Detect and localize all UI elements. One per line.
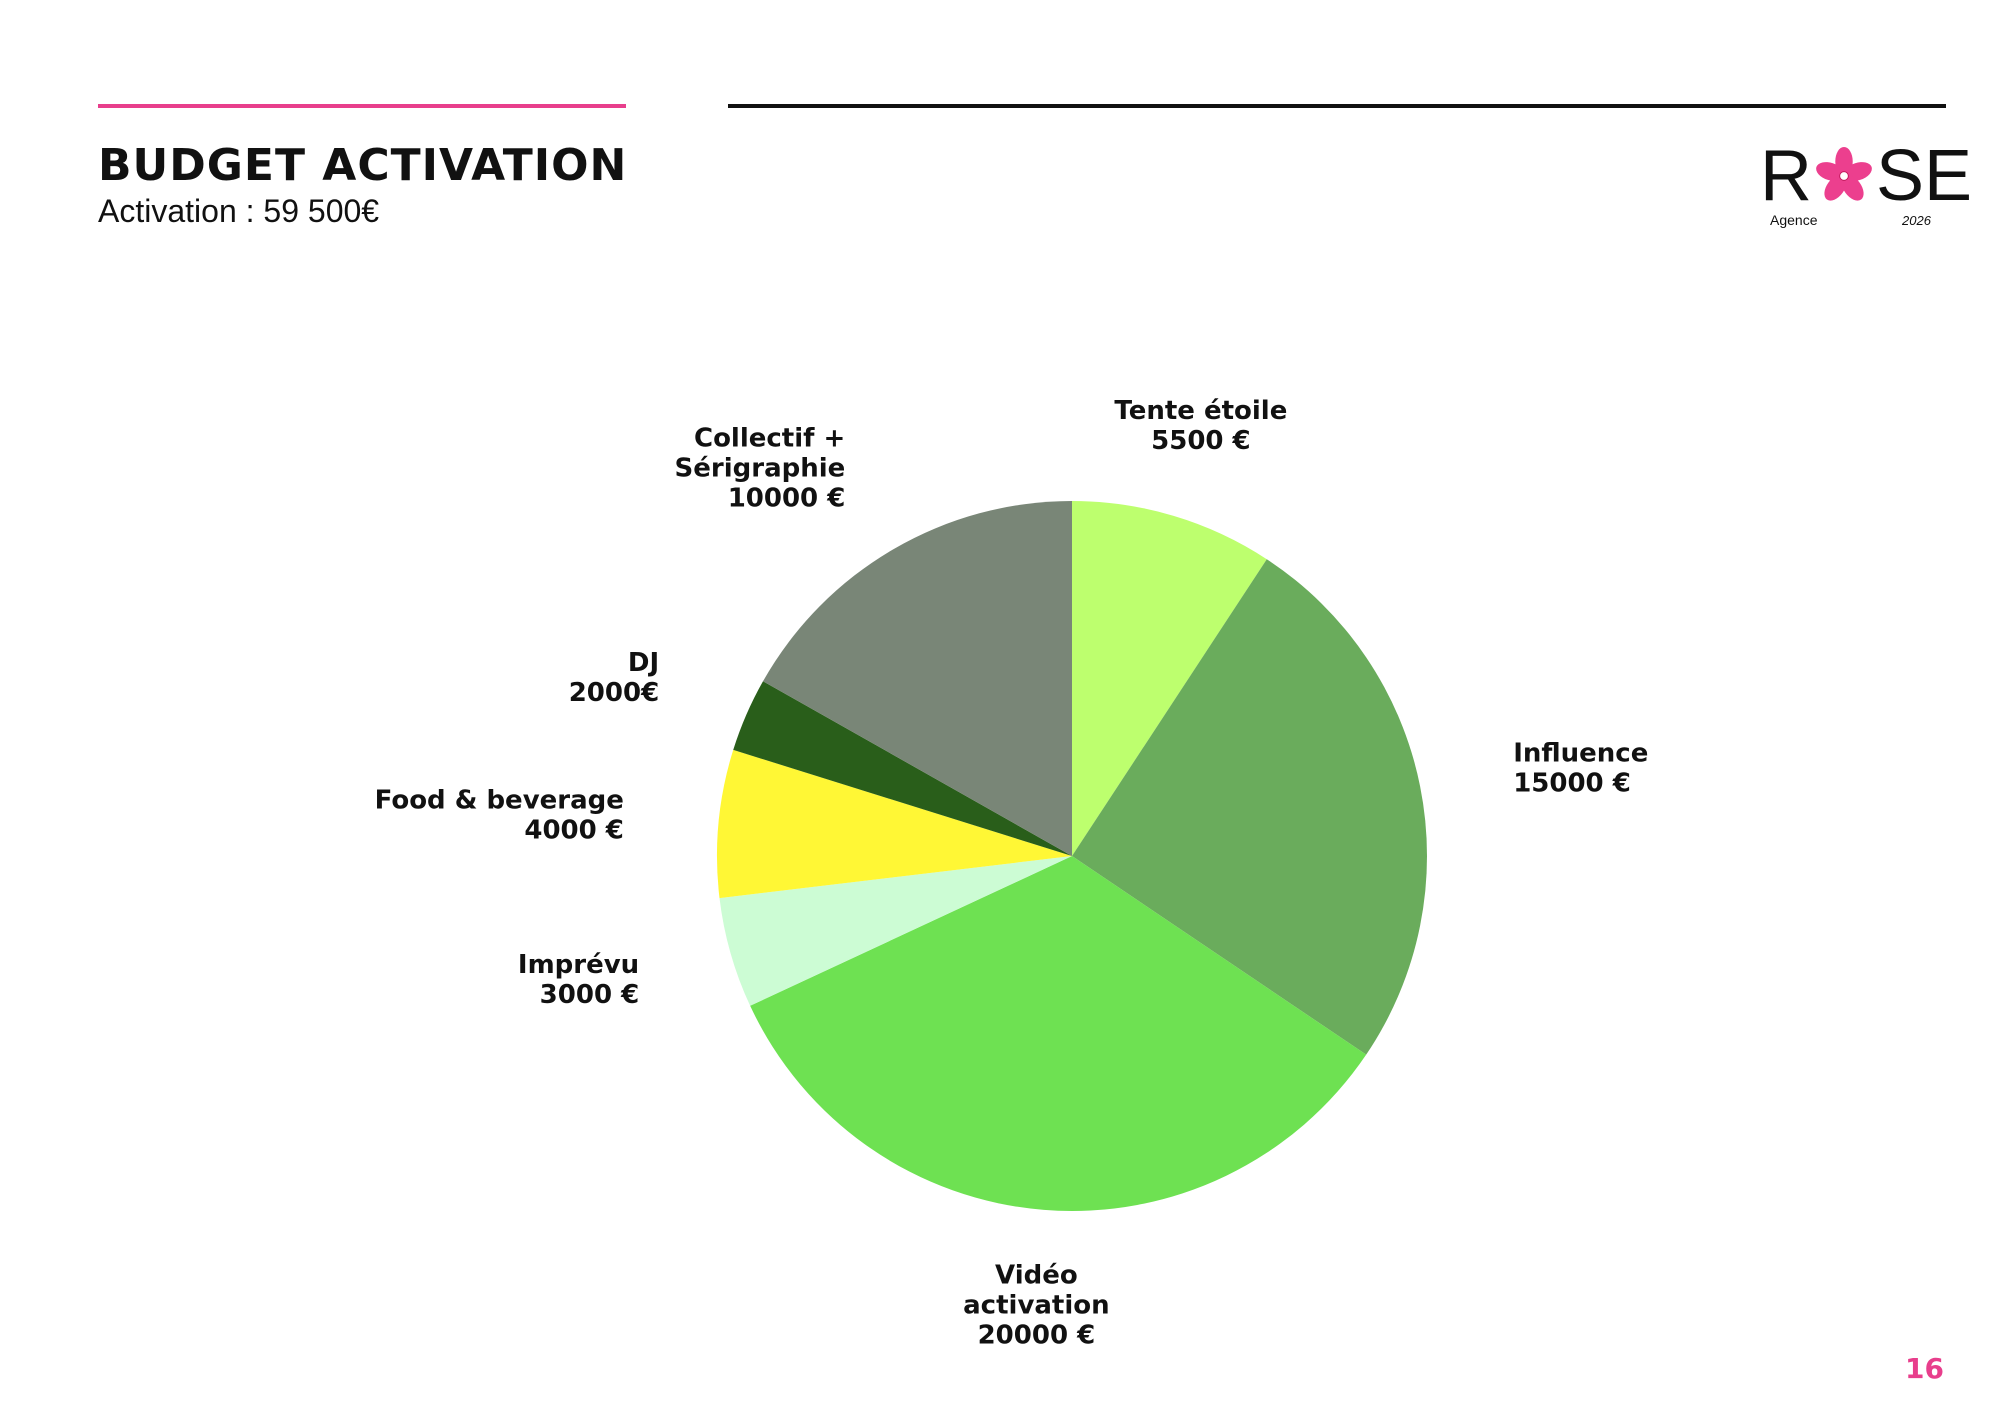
pie-category-label: Vidéo (995, 1261, 1078, 1291)
pie-labels: Tente étoile 5500 € Influence 15000 € Vidéo a… (375, 396, 1649, 1351)
pie-value-label: 5500 € (1151, 426, 1251, 456)
pie-slice-influence (1072, 559, 1427, 1055)
pie-slice-collectif-serigraphie (763, 501, 1072, 856)
pie-value-label: 3000 € (540, 980, 640, 1010)
pie-label-collectif-serigraphie: Collectif + Sérigraphie 10000 € (675, 423, 846, 513)
pie-category-label: Sérigraphie (675, 453, 846, 483)
header-rule-black (728, 104, 1946, 108)
pie-category-label: Tente étoile (1114, 396, 1287, 426)
pie-label-imprevu: Imprévu 3000 € (518, 950, 639, 1010)
flower-petal (1841, 174, 1864, 201)
pie-label-food-beverage: Food & beverage 4000 € (375, 786, 624, 846)
pie-category-label: Collectif + (694, 423, 845, 453)
flower-petal (1824, 174, 1847, 201)
agency-logo: R SE Agence 2026 (1760, 138, 1972, 238)
pie-value-label: 2000€ (569, 678, 659, 708)
pie-slice-imprevu (719, 856, 1072, 1006)
pie-slice-food-beverage (717, 749, 1072, 899)
header-rule-pink (98, 104, 626, 108)
pie-label-influence: Influence 15000 € (1513, 739, 1648, 799)
pie-slice-video-activation (750, 856, 1367, 1211)
page-subtitle: Activation : 59 500€ (98, 193, 380, 229)
logo-wordmark: R SE (1760, 138, 1972, 214)
pie-value-label: 15000 € (1513, 769, 1631, 799)
pie-category-label: DJ (628, 648, 659, 678)
page-title: BUDGET ACTIVATION (98, 140, 628, 191)
pie-value-label: 20000 € (978, 1321, 1096, 1351)
page-number: 16 (1905, 1352, 1944, 1385)
logo-letter-start: R (1760, 136, 1812, 216)
pie-category-label: Imprévu (518, 950, 639, 980)
flower-icon (1816, 146, 1872, 201)
logo-year-label: 2026 (1902, 213, 1931, 228)
pie-label-tente-etoile: Tente étoile 5500 € (1114, 396, 1287, 456)
logo-agency-label: Agence (1770, 212, 1818, 228)
pie-label-video-activation: Vidéo activation 20000 € (963, 1261, 1110, 1351)
pie-value-label: 4000 € (524, 816, 624, 846)
logo-letter-end: SE (1876, 136, 1973, 216)
pie-category-label: activation (963, 1291, 1110, 1321)
pie-label-dj: DJ 2000€ (569, 648, 659, 708)
flower-petal (1816, 162, 1845, 181)
pie-category-label: Food & beverage (375, 786, 624, 816)
pie-slices (717, 501, 1427, 1211)
pie-slice-dj (733, 681, 1072, 856)
pie-slice-tente-etoile (1072, 501, 1267, 856)
pie-category-label: Influence (1513, 739, 1648, 769)
pie-value-label: 10000 € (728, 483, 846, 513)
